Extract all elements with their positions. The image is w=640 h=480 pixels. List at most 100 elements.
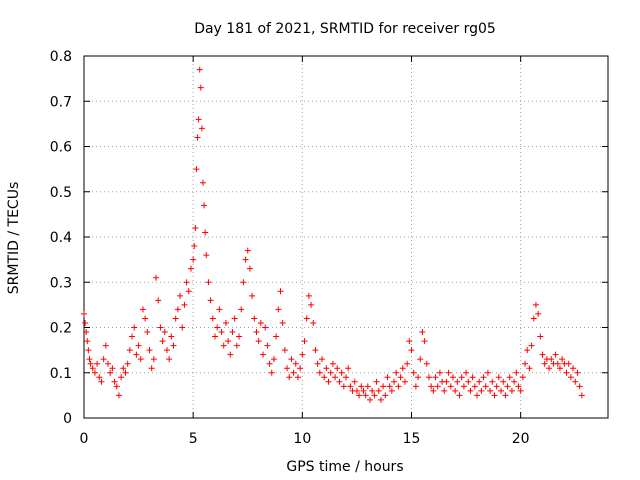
data-point [471,383,478,390]
data-point [131,324,138,331]
data-point [393,369,400,376]
data-point [522,360,529,367]
data-point [107,369,114,376]
data-point [197,84,204,91]
y-tick-label: 0.8 [50,49,72,65]
data-point [120,365,127,372]
data-point [565,360,572,367]
data-point [251,315,258,322]
data-point [347,383,354,390]
data-point [395,383,402,390]
data-point [202,229,209,236]
data-point [133,351,140,358]
data-point [257,319,264,326]
data-point [410,369,417,376]
data-point [500,378,507,385]
data-point [255,338,262,345]
data-point [187,265,194,272]
data-point [236,333,243,340]
y-tick-label: 0.7 [50,94,72,110]
data-point [548,356,555,363]
data-point [445,369,452,376]
data-point [253,329,260,336]
data-point [163,347,170,354]
data-point [552,351,559,358]
data-point [191,243,198,250]
data-point [111,378,118,385]
y-axis: 0 0.1 0.2 0.3 0.4 0.5 0.6 0.7 0.8 [50,49,608,427]
data-point [290,369,297,376]
data-point [356,392,363,399]
data-point [231,315,238,322]
data-point [493,383,500,390]
data-point [240,279,247,286]
data-point [430,387,437,394]
data-point [288,356,295,363]
data-point [155,297,162,304]
data-point [362,392,369,399]
data-point [415,374,422,381]
data-point [495,374,502,381]
data-point [519,374,526,381]
data-point [554,360,561,367]
data-point [146,347,153,354]
data-point [511,378,518,385]
data-point [572,378,579,385]
data-point [181,301,188,308]
data-point [266,360,273,367]
data-point [397,374,404,381]
data-point [115,392,122,399]
data-point [345,365,352,372]
data-point [144,329,151,336]
data-point [174,306,181,313]
data-point [183,279,190,286]
data-point [449,374,456,381]
data-point [404,360,411,367]
y-tick-label: 0.2 [50,321,72,337]
data-point [373,378,380,385]
data-point [428,383,435,390]
plot-frame [83,55,609,419]
data-point [216,306,223,313]
data-point [321,374,328,381]
data-point [358,383,365,390]
data-point [277,288,284,295]
data-point [323,365,330,372]
data-point [96,374,103,381]
data-point [367,396,374,403]
data-point [124,360,131,367]
data-point [192,224,199,231]
data-point [246,265,253,272]
y-tick-label: 0.6 [50,140,72,156]
data-point [207,297,214,304]
data-point [102,342,109,349]
data-point [375,387,382,394]
data-point [498,387,505,394]
data-point [419,329,426,336]
y-tick-label: 0.4 [50,230,72,246]
data-point [391,378,398,385]
data-point [98,378,105,385]
data-point [502,392,509,399]
data-point [284,365,291,372]
y-axis-label: SRMTID / TECUs [6,182,22,295]
data-point [157,324,164,331]
data-point [408,347,415,354]
data-point [292,360,299,367]
data-point [377,396,384,403]
data-point [432,374,439,381]
x-tick-label: 0 [80,431,89,447]
data-point [185,288,192,295]
data-point [270,356,277,363]
data-point [168,333,175,340]
data-point [129,333,136,340]
data-point [122,369,129,376]
y-tick-label: 0 [63,411,72,427]
data-point [576,383,583,390]
data-point [526,365,533,372]
data-point [177,292,184,299]
data-point [515,383,522,390]
data-point [384,374,391,381]
data-point [294,374,301,381]
